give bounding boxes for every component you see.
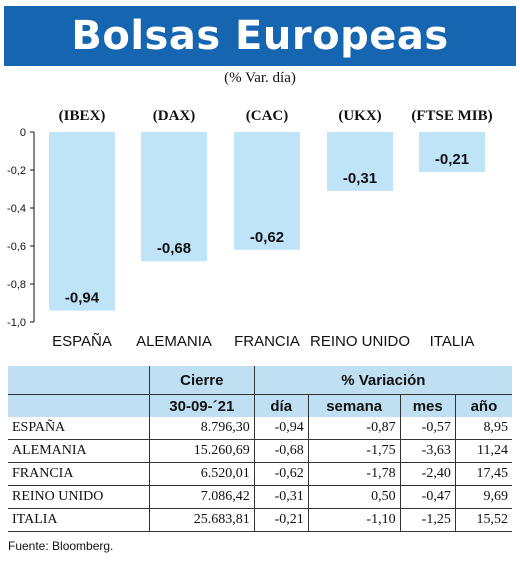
y-tick-label: -0,6 bbox=[7, 241, 26, 253]
row-name: ITALIA bbox=[8, 508, 150, 532]
title-banner: Bolsas Europeas bbox=[4, 6, 516, 66]
index-label: (DAX) bbox=[153, 108, 196, 124]
data-label: -0,62 bbox=[250, 229, 284, 246]
category-label: ALEMANIA bbox=[136, 333, 212, 350]
row-anio: 8,95 bbox=[454, 417, 512, 440]
table-row: ALEMANIA 15.260,69 -0,68 -1,75 -3,63 11,… bbox=[8, 439, 512, 463]
row-semana: -0,87 bbox=[307, 417, 401, 440]
category-label: ITALIA bbox=[430, 333, 475, 350]
row-dia: -0,62 bbox=[253, 462, 309, 486]
index-label: (IBEX) bbox=[59, 108, 106, 124]
header-mes: mes bbox=[399, 394, 456, 417]
table-row: ITALIA 25.683,81 -0,21 -1,10 -1,25 15,52 bbox=[8, 508, 512, 532]
category-label: REINO UNIDO bbox=[310, 333, 410, 350]
bar-chart: 0 -0,2 -0,4 -0,6 -0,8 -1,0 (IBEX) -0,94 ESPAÑA (D… bbox=[7, 108, 493, 350]
row-mes: -1,25 bbox=[399, 508, 456, 532]
row-anio: 9,69 bbox=[454, 485, 512, 509]
row-cierre: 7.086,42 bbox=[148, 485, 255, 509]
row-name: REINO UNIDO bbox=[8, 485, 150, 509]
table-header-row: Cierre % Variación bbox=[8, 366, 512, 395]
row-mes: -0,47 bbox=[399, 485, 456, 509]
row-dia: -0,21 bbox=[253, 508, 309, 532]
row-cierre: 25.683,81 bbox=[148, 508, 255, 532]
row-mes: -0,57 bbox=[399, 417, 456, 440]
bar-francia bbox=[234, 132, 300, 250]
table-row: ESPAÑA 8.796,30 -0,94 -0,87 -0,57 8,95 bbox=[8, 417, 512, 440]
source-note: Fuente: Bloomberg. bbox=[8, 539, 114, 553]
row-name: ALEMANIA bbox=[8, 439, 150, 463]
bar-italia bbox=[419, 132, 485, 172]
row-name: FRANCIA bbox=[8, 462, 150, 486]
data-label: -0,68 bbox=[157, 240, 191, 257]
header-variacion: % Variación bbox=[253, 366, 512, 395]
row-semana: -1,75 bbox=[307, 439, 401, 463]
bar-alemania bbox=[141, 132, 207, 262]
header-anio: año bbox=[454, 394, 512, 417]
header-cierre: Cierre bbox=[148, 366, 255, 395]
chart-title: Bolsas Europeas bbox=[71, 13, 449, 59]
row-dia: -0,68 bbox=[253, 439, 309, 463]
y-tick-label: -1,0 bbox=[7, 317, 26, 329]
table-row: FRANCIA 6.520,01 -0,62 -1,78 -2,40 17,45 bbox=[8, 462, 512, 486]
row-cierre: 15.260,69 bbox=[148, 439, 255, 463]
y-tick-label: -0,8 bbox=[7, 279, 26, 291]
row-semana: 0,50 bbox=[307, 485, 401, 509]
row-dia: -0,31 bbox=[253, 485, 309, 509]
category-label: ESPAÑA bbox=[52, 333, 112, 350]
row-anio: 11,24 bbox=[454, 439, 512, 463]
data-label: -0,94 bbox=[65, 290, 100, 307]
row-dia: -0,94 bbox=[253, 417, 309, 440]
data-label: -0,31 bbox=[343, 170, 377, 187]
row-cierre: 8.796,30 bbox=[148, 417, 255, 440]
bar-españa bbox=[49, 132, 115, 311]
subheader-empty bbox=[8, 394, 150, 417]
row-semana: -1,10 bbox=[307, 508, 401, 532]
table-subheader-row: 30-09-´21 día semana mes año bbox=[8, 394, 512, 417]
index-label: (CAC) bbox=[246, 108, 289, 124]
row-mes: -3,63 bbox=[399, 439, 456, 463]
row-cierre: 6.520,01 bbox=[148, 462, 255, 486]
header-empty bbox=[8, 366, 150, 395]
y-tick-label: 0 bbox=[20, 127, 26, 139]
index-label: (FTSE MIB) bbox=[411, 108, 492, 124]
header-date: 30-09-´21 bbox=[148, 394, 255, 417]
y-tick-label: -0,2 bbox=[7, 165, 26, 177]
category-label: FRANCIA bbox=[234, 333, 300, 350]
index-label: (UKX) bbox=[338, 108, 381, 124]
row-name: ESPAÑA bbox=[8, 417, 150, 440]
header-dia: día bbox=[253, 394, 309, 417]
data-table: Cierre % Variación 30-09-´21 día semana … bbox=[8, 366, 512, 532]
row-anio: 17,45 bbox=[454, 462, 512, 486]
row-anio: 15,52 bbox=[454, 508, 512, 532]
data-label: -0,21 bbox=[435, 151, 469, 168]
bar-reino-unido bbox=[327, 132, 393, 191]
row-semana: -1,78 bbox=[307, 462, 401, 486]
header-semana: semana bbox=[307, 394, 401, 417]
row-mes: -2,40 bbox=[399, 462, 456, 486]
table-row: REINO UNIDO 7.086,42 -0,31 0,50 -0,47 9,… bbox=[8, 485, 512, 509]
chart-subtitle: (% Var. día) bbox=[224, 70, 296, 86]
y-tick-label: -0,4 bbox=[7, 203, 26, 215]
